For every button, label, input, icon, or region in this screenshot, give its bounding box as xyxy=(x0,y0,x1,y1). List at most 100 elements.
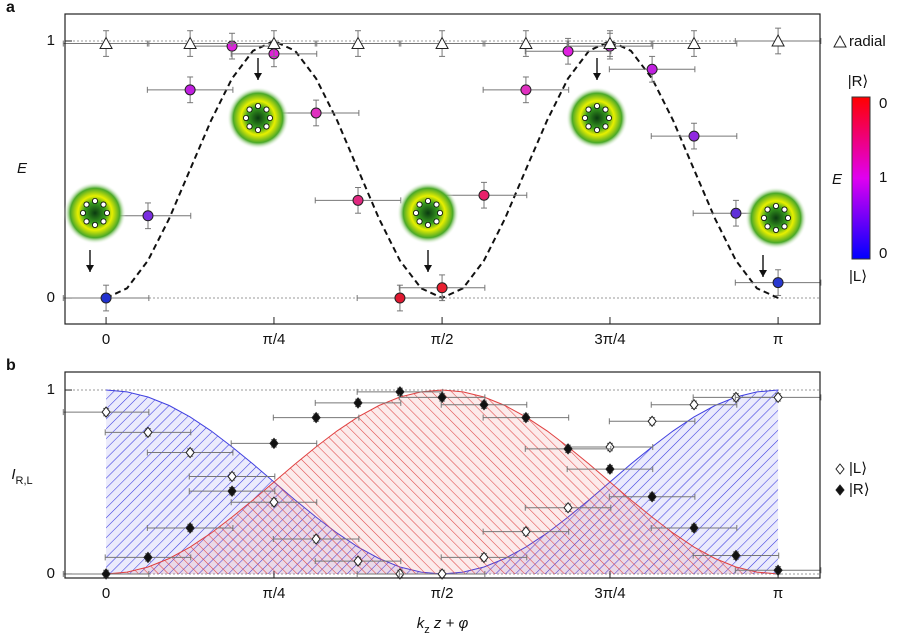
axis-label: kz z + φ xyxy=(417,615,469,636)
polarization-dot xyxy=(436,209,443,216)
point xyxy=(646,63,658,75)
y-tick-label: 0 xyxy=(47,565,55,582)
arrow-head xyxy=(254,73,262,80)
arrow xyxy=(254,58,262,80)
point xyxy=(353,397,363,409)
axis-label-part: I xyxy=(11,466,15,483)
polarization-dot xyxy=(781,223,788,230)
beam-inset xyxy=(566,87,628,149)
legend-label: radial xyxy=(849,33,886,50)
polarization-dot xyxy=(263,123,270,130)
hatched-area xyxy=(106,390,779,574)
point xyxy=(689,398,699,411)
point xyxy=(731,549,741,562)
point xyxy=(100,292,112,304)
point xyxy=(143,551,153,564)
point xyxy=(227,470,237,483)
polarization-dot xyxy=(594,103,601,110)
x-tick-label: π xyxy=(773,585,783,602)
polarization-dot xyxy=(424,197,431,204)
polarization-dot xyxy=(100,201,107,208)
polarization-dot xyxy=(92,197,99,204)
x-tick-label: π/2 xyxy=(431,585,454,602)
y-tick-label: 1 xyxy=(47,32,55,49)
point xyxy=(519,36,533,50)
colorbar-title: E xyxy=(832,171,843,188)
polarization-dot xyxy=(83,201,90,208)
point xyxy=(478,189,490,201)
point xyxy=(184,84,196,96)
point xyxy=(395,386,405,398)
point xyxy=(99,36,113,50)
point xyxy=(185,446,195,459)
x-tick-label: 0 xyxy=(102,585,110,602)
polarization-dot xyxy=(773,226,780,233)
point xyxy=(773,564,783,577)
point xyxy=(605,463,615,475)
point xyxy=(437,568,447,580)
plot-frame xyxy=(64,371,821,579)
point xyxy=(269,437,279,450)
point xyxy=(183,36,197,50)
axis-label-part: R,L xyxy=(16,475,33,487)
plot-frame xyxy=(64,13,821,325)
point xyxy=(562,45,574,57)
polarization-dot xyxy=(594,127,601,134)
point xyxy=(563,501,573,514)
point xyxy=(353,555,363,567)
polarization-dot xyxy=(83,218,90,225)
polarization-dot xyxy=(254,103,261,110)
point xyxy=(647,490,657,503)
polarization-dot xyxy=(433,201,440,208)
point xyxy=(226,40,238,52)
point xyxy=(520,84,532,96)
arrow-head xyxy=(759,270,767,277)
polarization-dot xyxy=(104,209,111,216)
axis-label: E xyxy=(17,160,28,177)
polarization-dot xyxy=(254,127,261,134)
point xyxy=(835,484,845,496)
polarization-dot xyxy=(80,209,87,216)
beam-inset xyxy=(64,182,126,244)
y-tick-label: 1 xyxy=(47,381,55,398)
beam-profile xyxy=(745,187,807,249)
polarization-dot xyxy=(602,106,609,113)
polarization-dot xyxy=(585,123,592,130)
polarization-dot xyxy=(263,106,270,113)
curve xyxy=(105,39,779,300)
axis-label-part: k xyxy=(417,615,426,632)
point xyxy=(689,522,699,534)
point xyxy=(647,415,657,428)
polarization-dot xyxy=(416,218,423,225)
point xyxy=(352,194,364,206)
polarization-dot xyxy=(242,115,249,122)
point xyxy=(227,485,237,497)
point xyxy=(311,533,321,545)
axis-label: IR,L xyxy=(11,466,32,487)
point xyxy=(563,443,573,455)
point xyxy=(310,107,322,119)
panel-label: a xyxy=(6,0,15,16)
legend-item: |R⟩ xyxy=(835,481,870,498)
arrow xyxy=(593,58,601,80)
point xyxy=(773,391,783,404)
point xyxy=(687,36,701,50)
point xyxy=(435,36,449,50)
polarization-dot xyxy=(412,209,419,216)
point xyxy=(267,36,281,50)
polarization-dot xyxy=(416,201,423,208)
arrow xyxy=(86,250,94,272)
point xyxy=(351,36,365,50)
beam-inset xyxy=(745,187,807,249)
x-tick-label: 3π/4 xyxy=(594,331,625,348)
beam-inset xyxy=(397,182,459,244)
point xyxy=(688,130,700,142)
colorbar-tick-label: 1 xyxy=(879,169,887,186)
x-tick-label: π/2 xyxy=(431,331,454,348)
point xyxy=(772,277,784,289)
point xyxy=(835,463,845,475)
axis-label-part: E xyxy=(17,160,28,177)
beam-profile xyxy=(227,87,289,149)
